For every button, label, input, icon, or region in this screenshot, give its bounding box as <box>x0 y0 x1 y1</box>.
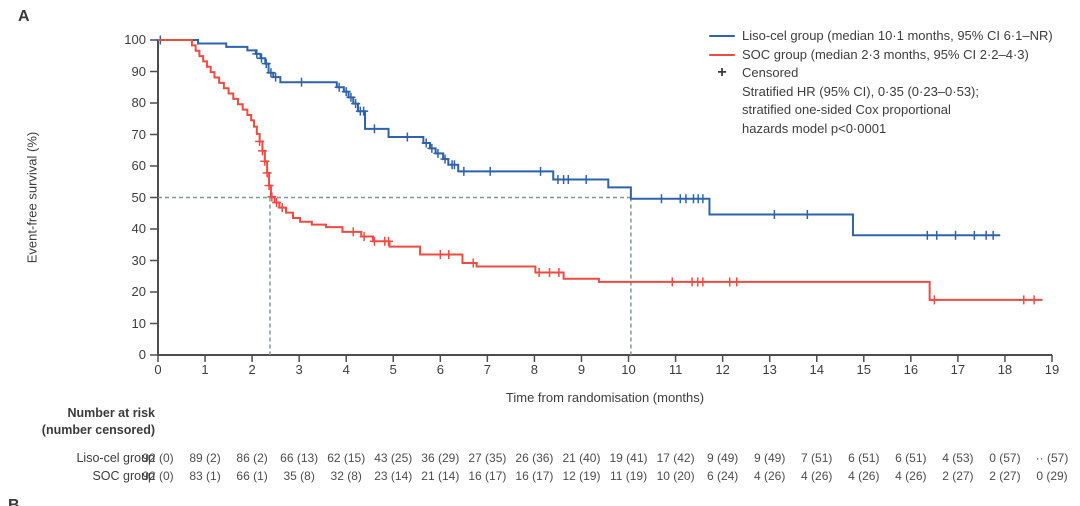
x-tick-label: 2 <box>248 362 256 377</box>
risk-cell-liso-cel: 36 (29) <box>421 451 460 465</box>
x-tick-label: 9 <box>577 362 586 377</box>
risk-cell-liso-cel: 89 (2) <box>189 451 221 465</box>
y-tick-label: 10 <box>131 315 146 331</box>
risk-table-header: (number censored) <box>41 423 155 437</box>
risk-cell-soc: 6 (24) <box>706 469 739 483</box>
risk-cell-liso-cel: 27 (35) <box>468 451 507 465</box>
risk-cell-soc: 21 (14) <box>421 469 460 483</box>
x-tick-label: 1 <box>201 362 209 377</box>
stat-note-line: Stratified HR (95% CI), 0·35 (0·23–0·53)… <box>742 83 979 99</box>
risk-cell-soc: 4 (26) <box>848 469 880 483</box>
legend-item-label: Liso-cel group (median 10·1 months, 95% … <box>742 28 1053 43</box>
risk-cell-liso-cel: 9 (49) <box>706 451 739 465</box>
y-tick-label: 80 <box>131 95 146 110</box>
risk-cell-liso-cel: 6 (51) <box>848 451 880 465</box>
risk-cell-soc: 4 (26) <box>895 469 927 483</box>
risk-cell-soc: 92 (0) <box>142 469 174 483</box>
legend-item-censored: + Censored <box>708 64 1053 83</box>
stat-note-line: hazards model p<0·0001 <box>742 120 887 136</box>
risk-cell-liso-cel: 9 (49) <box>753 451 786 465</box>
x-tick-label: 15 <box>856 362 872 377</box>
y-tick-label: 40 <box>131 221 146 236</box>
x-tick-label: 10 <box>621 362 636 377</box>
risk-cell-soc: 2 (27) <box>989 469 1021 483</box>
liso-cel-line-swatch-icon <box>708 35 736 38</box>
y-tick-label: 60 <box>131 158 146 173</box>
risk-cell-soc: 0 (29) <box>1036 469 1068 483</box>
x-tick-label: 7 <box>483 362 491 377</box>
y-tick-label: 90 <box>131 63 146 79</box>
risk-cell-liso-cel: 6 (51) <box>895 451 927 465</box>
risk-row-label-liso-cel: Liso-cel group <box>76 451 155 465</box>
risk-cell-soc: 12 (19) <box>562 469 601 483</box>
y-tick-label: 100 <box>124 32 146 47</box>
risk-cell-liso-cel: 0 (57) <box>989 451 1021 465</box>
risk-cell-soc: 23 (14) <box>374 469 413 483</box>
x-tick-label: 17 <box>950 362 966 377</box>
legend-item-soc: SOC group (median 2·3 months, 95% CI 2·2… <box>708 46 1053 65</box>
risk-table-header: Number at risk <box>67 406 155 420</box>
y-tick-label: 30 <box>131 252 146 268</box>
legend-item-label: SOC group (median 2·3 months, 95% CI 2·2… <box>742 46 1029 62</box>
risk-cell-liso-cel: 19 (41) <box>609 451 648 465</box>
risk-cell-soc: 10 (20) <box>656 469 695 483</box>
y-tick-label: 50 <box>131 189 146 205</box>
panel-label-a: A <box>18 8 30 25</box>
x-tick-label: 19 <box>1044 362 1060 377</box>
x-axis-title: Time from randomisation (months) <box>505 390 705 405</box>
risk-cell-soc: 66 (1) <box>236 469 268 483</box>
x-tick-label: 5 <box>389 362 397 377</box>
risk-cell-soc: 4 (26) <box>753 469 786 483</box>
risk-cell-soc: 4 (26) <box>801 469 833 483</box>
x-tick-label: 12 <box>715 362 730 377</box>
soc-line-swatch-icon <box>708 53 736 56</box>
legend-item-label: Censored <box>742 65 799 80</box>
panel-label-b-partial: B <box>8 497 20 506</box>
x-tick-label: 3 <box>295 362 303 377</box>
x-tick-label: 16 <box>903 362 919 377</box>
risk-cell-liso-cel: 21 (40) <box>562 451 601 465</box>
risk-cell-liso-cel: 7 (51) <box>801 451 833 465</box>
risk-cell-soc: 11 (19) <box>609 469 648 483</box>
x-tick-label: 18 <box>997 362 1013 377</box>
risk-cell-liso-cel: 92 (0) <box>142 451 174 465</box>
risk-cell-soc: 16 (17) <box>515 469 554 483</box>
km-curve-soc <box>158 39 1043 301</box>
x-tick-label: 8 <box>530 362 539 377</box>
censored-plus-icon: + <box>717 64 727 82</box>
legend-item-liso-cel: Liso-cel group (median 10·1 months, 95% … <box>708 27 1053 46</box>
x-tick-label: 4 <box>342 362 350 377</box>
risk-cell-liso-cel: ·· (57) <box>1035 451 1069 465</box>
risk-cell-soc: 2 (27) <box>942 469 974 483</box>
x-tick-label: 11 <box>668 362 683 377</box>
risk-cell-liso-cel: 62 (15) <box>327 451 366 465</box>
x-tick-label: 6 <box>436 362 444 377</box>
risk-cell-liso-cel: 17 (42) <box>656 451 695 465</box>
legend: Liso-cel group (median 10·1 months, 95% … <box>708 27 1053 138</box>
risk-row-label-soc: SOC group <box>92 469 155 483</box>
risk-cell-liso-cel: 43 (25) <box>374 451 413 465</box>
risk-cell-soc: 35 (8) <box>283 469 315 483</box>
risk-cell-liso-cel: 26 (36) <box>515 451 554 465</box>
risk-cell-liso-cel: 66 (13) <box>280 451 319 465</box>
risk-cell-liso-cel: 4 (53) <box>942 451 974 465</box>
y-axis-title: Event-free survival (%) <box>24 131 40 264</box>
stat-note-line: stratified one-sided Cox proportional <box>742 102 951 117</box>
x-tick-label: 13 <box>762 362 777 377</box>
risk-cell-soc: 32 (8) <box>330 469 362 483</box>
risk-cell-liso-cel: 86 (2) <box>236 451 268 465</box>
y-tick-label: 0 <box>138 347 146 362</box>
x-tick-label: 14 <box>809 362 824 377</box>
y-tick-label: 20 <box>131 284 146 299</box>
y-tick-label: 70 <box>131 126 146 142</box>
x-tick-label: 0 <box>154 362 162 377</box>
risk-cell-soc: 83 (1) <box>189 469 221 483</box>
risk-cell-soc: 16 (17) <box>468 469 507 483</box>
